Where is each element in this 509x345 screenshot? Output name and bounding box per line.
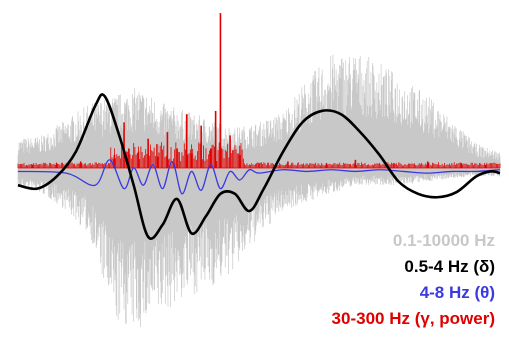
legend-entry-broadband: 0.1-10000 Hz: [392, 231, 495, 250]
series-delta: [17, 93, 501, 240]
legend-entry-theta: 4-8 Hz (θ): [419, 283, 495, 302]
legend-entry-gamma: 30-300 Hz (γ, power): [331, 309, 495, 328]
chart-legend: 0.1-10000 Hz 0.5-4 Hz (δ) 4-8 Hz (θ) 30-…: [332, 228, 495, 332]
legend-entry-delta: 0.5-4 Hz (δ): [404, 257, 495, 276]
